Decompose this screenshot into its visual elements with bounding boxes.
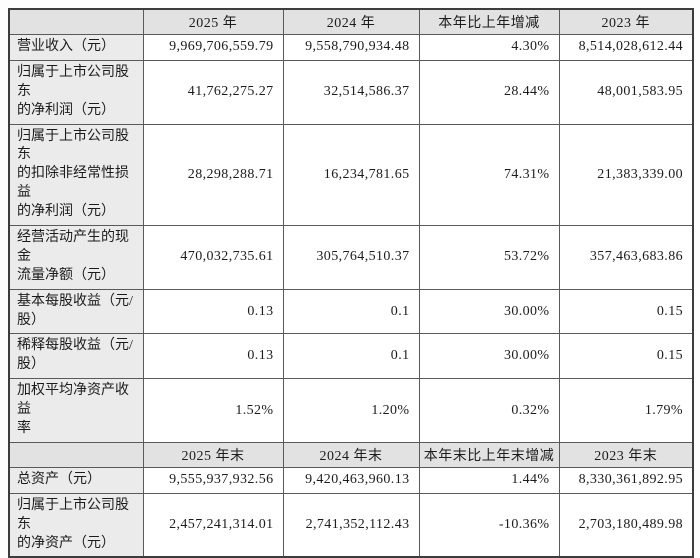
- cell-value: 53.72%: [418, 225, 560, 290]
- cell-value: 305,764,510.37: [282, 225, 420, 290]
- cell-value: 1.44%: [418, 466, 560, 494]
- cell-value: 1.20%: [282, 378, 420, 443]
- cell-value: 9,558,790,934.48: [282, 34, 420, 61]
- row-label: 稀释每股收益（元/ 股）: [8, 333, 144, 380]
- cell-value: 74.31%: [418, 123, 560, 227]
- cell-value: 2,457,241,314.01: [142, 492, 284, 558]
- table-row-net-profit: 归属于上市公司股东 的净利润（元） 41,762,275.27 32,514,5…: [8, 59, 694, 125]
- cell-value: 0.13: [142, 333, 284, 380]
- row-label: 总资产（元）: [8, 466, 144, 494]
- cell-value: 9,420,463,960.13: [282, 466, 420, 494]
- cell-value: 8,514,028,612.44: [558, 34, 694, 61]
- cell-value: 9,555,937,932.56: [142, 466, 284, 494]
- header-blank-cell: [8, 8, 144, 35]
- row-label: 基本每股收益（元/ 股）: [8, 288, 144, 335]
- column-header-2023: 2023 年: [558, 8, 694, 35]
- row-label: 加权平均净资产收益 率: [8, 378, 144, 443]
- cell-value: 0.1: [282, 288, 420, 335]
- table-row-net-assets: 归属于上市公司股东 的净资产（元） 2,457,241,314.01 2,741…: [8, 492, 694, 558]
- cell-value: 1.79%: [558, 378, 694, 443]
- cell-value: 470,032,735.61: [142, 225, 284, 290]
- cell-value: 0.1: [282, 333, 420, 380]
- report-page: 2025 年 2024 年 本年比上年增减 2023 年 营业收入（元） 9,9…: [8, 8, 694, 558]
- table-row-revenue: 营业收入（元） 9,969,706,559.79 9,558,790,934.4…: [8, 34, 694, 61]
- cell-value: 2,741,352,112.43: [282, 492, 420, 558]
- row-label: 归属于上市公司股东 的扣除非经常性损益 的净利润（元）: [8, 123, 144, 227]
- cell-value: 21,383,339.00: [558, 123, 694, 227]
- table-row-weighted-avg-roe: 加权平均净资产收益 率 1.52% 1.20% 0.32% 1.79%: [8, 378, 694, 443]
- cell-value: 357,463,683.86: [558, 225, 694, 290]
- column-header-2025: 2025 年: [142, 8, 284, 35]
- table-row-operating-cash-flow: 经营活动产生的现金 流量净额（元） 470,032,735.61 305,764…: [8, 225, 694, 290]
- table-row-total-assets: 总资产（元） 9,555,937,932.56 9,420,463,960.13…: [8, 466, 694, 494]
- cell-value: 32,514,586.37: [282, 59, 420, 125]
- financial-summary-table: 2025 年 2024 年 本年比上年增减 2023 年 营业收入（元） 9,9…: [8, 8, 694, 558]
- column-header-2024: 2024 年: [282, 8, 420, 35]
- column-header-2025-end: 2025 年末: [142, 441, 284, 468]
- cell-value: 0.15: [558, 333, 694, 380]
- cell-value: 2,703,180,489.98: [558, 492, 694, 558]
- table-row-diluted-eps: 稀释每股收益（元/ 股） 0.13 0.1 30.00% 0.15: [8, 333, 694, 380]
- cell-value: 8,330,361,892.95: [558, 466, 694, 494]
- annual-header-row: 2025 年 2024 年 本年比上年增减 2023 年: [8, 8, 694, 35]
- column-header-2023-end: 2023 年末: [558, 441, 694, 468]
- cell-value: 48,001,583.95: [558, 59, 694, 125]
- cell-value: 41,762,275.27: [142, 59, 284, 125]
- table-row-basic-eps: 基本每股收益（元/ 股） 0.13 0.1 30.00% 0.15: [8, 288, 694, 335]
- cell-value: 30.00%: [418, 288, 560, 335]
- column-header-2024-end: 2024 年末: [282, 441, 420, 468]
- row-label: 经营活动产生的现金 流量净额（元）: [8, 225, 144, 290]
- cell-value: 28.44%: [418, 59, 560, 125]
- row-label: 归属于上市公司股东 的净利润（元）: [8, 59, 144, 125]
- column-header-yearend-change: 本年末比上年末增减: [418, 441, 560, 468]
- row-label: 归属于上市公司股东 的净资产（元）: [8, 492, 144, 558]
- cell-value: -10.36%: [418, 492, 560, 558]
- row-label: 营业收入（元）: [8, 34, 144, 61]
- cell-value: 0.32%: [418, 378, 560, 443]
- cell-value: 28,298,288.71: [142, 123, 284, 227]
- cell-value: 16,234,781.65: [282, 123, 420, 227]
- cell-value: 30.00%: [418, 333, 560, 380]
- year-end-header-row: 2025 年末 2024 年末 本年末比上年末增减 2023 年末: [8, 441, 694, 468]
- cell-value: 0.13: [142, 288, 284, 335]
- cell-value: 0.15: [558, 288, 694, 335]
- column-header-yoy-change: 本年比上年增减: [418, 8, 560, 35]
- cell-value: 9,969,706,559.79: [142, 34, 284, 61]
- table-row-net-profit-excl-nonrecurring: 归属于上市公司股东 的扣除非经常性损益 的净利润（元） 28,298,288.7…: [8, 123, 694, 227]
- header-blank-cell: [8, 441, 144, 468]
- cell-value: 1.52%: [142, 378, 284, 443]
- cell-value: 4.30%: [418, 34, 560, 61]
